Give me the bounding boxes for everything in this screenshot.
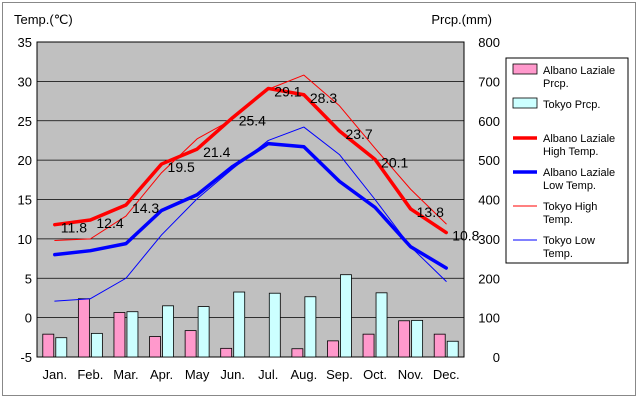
right-tick-label: 700 bbox=[478, 74, 500, 89]
precip-bar bbox=[446, 340, 459, 358]
legend-label: Temp. bbox=[543, 248, 573, 260]
x-tick-label: Apr. bbox=[150, 367, 173, 382]
legend-label: High Temp. bbox=[543, 146, 598, 158]
legend-label: Albano Laziale bbox=[543, 65, 615, 77]
precip-bar bbox=[149, 336, 161, 358]
precip-bar bbox=[197, 306, 210, 358]
precip-bar bbox=[398, 320, 411, 358]
data-label: 23.7 bbox=[345, 126, 372, 142]
legend-label: Low Temp. bbox=[543, 180, 596, 192]
left-tick-label: 10 bbox=[18, 232, 32, 247]
left-tick-label: 0 bbox=[25, 311, 32, 326]
x-tick-label: Mar. bbox=[113, 367, 138, 382]
legend-label: Temp. bbox=[543, 214, 573, 226]
right-tick-label: 300 bbox=[478, 232, 500, 247]
precip-bar bbox=[411, 319, 424, 358]
left-tick-label: 20 bbox=[18, 153, 32, 168]
precip-bar bbox=[362, 333, 375, 358]
data-label: 29.1 bbox=[274, 83, 301, 99]
left-tick-label: 15 bbox=[18, 193, 32, 208]
precip-bar bbox=[291, 348, 304, 358]
x-tick-label: Sep. bbox=[326, 367, 353, 382]
x-tick-label: Jan. bbox=[43, 367, 68, 382]
data-label: 21.4 bbox=[203, 144, 230, 160]
right-tick-label: 800 bbox=[478, 35, 500, 50]
precip-bar bbox=[220, 347, 233, 358]
right-tick-label: 100 bbox=[478, 311, 500, 326]
left-axis-label: Temp.(℃) bbox=[14, 12, 73, 27]
precip-bar bbox=[126, 311, 139, 358]
left-tick-label: 5 bbox=[25, 271, 32, 286]
x-tick-label: Jul. bbox=[258, 367, 278, 382]
legend-label: Prcp. bbox=[543, 78, 569, 90]
temp-line bbox=[53, 86, 448, 235]
data-label: 13.8 bbox=[417, 204, 444, 220]
x-tick-label: Feb. bbox=[77, 367, 103, 382]
data-label: 28.3 bbox=[310, 90, 337, 106]
precip-bar bbox=[162, 305, 174, 358]
precip-bar bbox=[327, 340, 339, 358]
legend-label: Tokyo Prcp. bbox=[543, 99, 600, 111]
left-tick-label: 25 bbox=[18, 114, 32, 129]
right-tick-label: 400 bbox=[478, 193, 500, 208]
legend-label: Tokyo High bbox=[543, 201, 597, 213]
x-tick-label: Jun. bbox=[220, 367, 245, 382]
data-label: 11.8 bbox=[61, 220, 87, 236]
legend-swatch bbox=[512, 63, 538, 75]
precip-bar bbox=[42, 333, 55, 358]
x-tick-label: Oct. bbox=[363, 367, 387, 382]
legend-label: Tokyo Low bbox=[543, 235, 595, 247]
x-tick-label: May bbox=[185, 367, 210, 382]
data-label: 12.4 bbox=[96, 215, 123, 231]
data-label: 14.3 bbox=[132, 200, 159, 216]
left-tick-label: 30 bbox=[18, 74, 32, 89]
data-label: 10.8 bbox=[452, 228, 479, 244]
precip-bar bbox=[55, 337, 68, 358]
legend-label: Albano Laziale bbox=[543, 133, 615, 145]
right-tick-label: 200 bbox=[478, 271, 500, 286]
left-tick-label: 35 bbox=[18, 35, 32, 50]
precip-bar bbox=[77, 298, 90, 358]
x-tick-label: Aug. bbox=[291, 367, 318, 382]
x-tick-label: Dec. bbox=[433, 367, 460, 382]
right-tick-label: 0 bbox=[493, 350, 500, 365]
precip-bar bbox=[268, 292, 281, 358]
legend-label: Albano Laziale bbox=[543, 167, 615, 179]
precip-bar bbox=[113, 312, 126, 358]
precip-bar bbox=[233, 291, 246, 358]
x-tick-label: Nov. bbox=[398, 367, 424, 382]
legend-box bbox=[505, 57, 629, 264]
precip-bar bbox=[433, 333, 446, 358]
right-axis-label: Prcp.(mm) bbox=[431, 12, 492, 27]
right-tick-label: 600 bbox=[478, 114, 500, 129]
legend-swatch bbox=[512, 97, 538, 109]
precip-bar bbox=[375, 292, 388, 358]
data-label: 19.5 bbox=[168, 159, 195, 175]
right-tick-label: 500 bbox=[478, 153, 500, 168]
data-label: 20.1 bbox=[381, 154, 408, 170]
temp-line bbox=[53, 141, 448, 270]
precip-bar bbox=[304, 296, 317, 358]
precip-bar bbox=[90, 332, 103, 358]
precip-bar bbox=[340, 274, 352, 358]
data-label: 25.4 bbox=[239, 113, 266, 129]
left-tick-label: -5 bbox=[20, 350, 32, 365]
precip-bar bbox=[184, 330, 197, 358]
